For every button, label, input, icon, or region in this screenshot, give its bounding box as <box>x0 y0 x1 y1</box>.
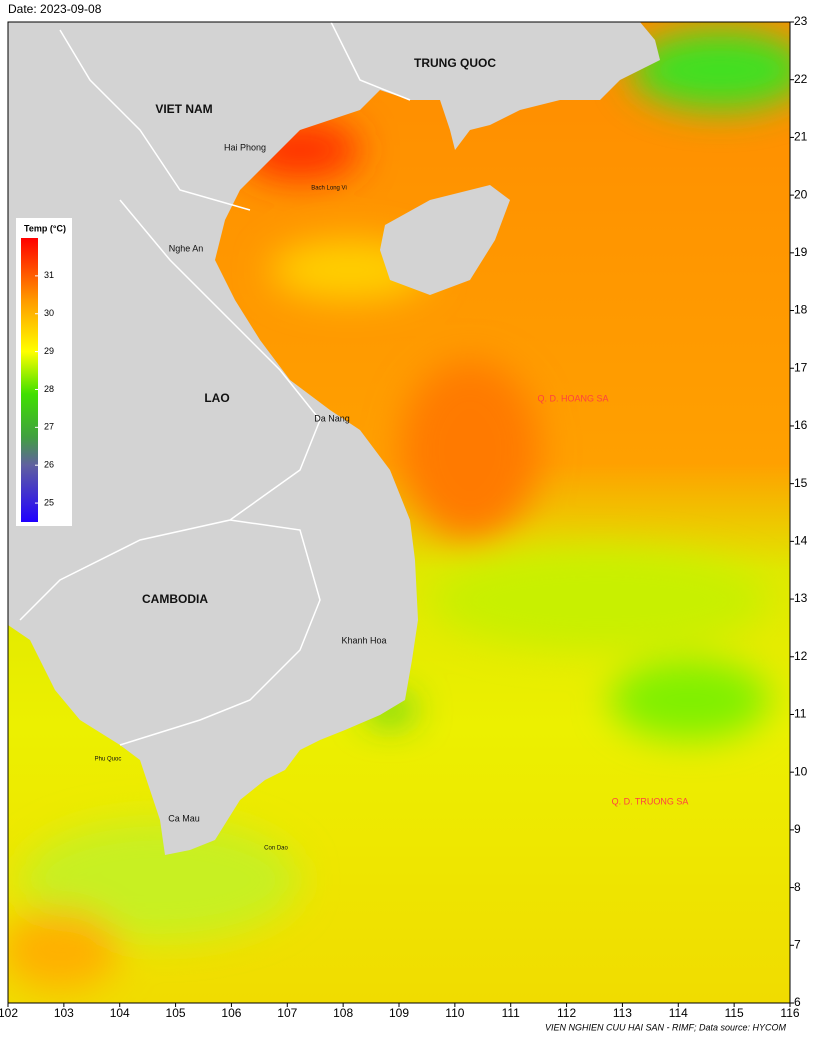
borders <box>19 22 411 746</box>
y-tick-label: 6 <box>794 995 801 1009</box>
place-label: Q. D. HOANG SA <box>537 393 608 403</box>
x-tick-label: 114 <box>669 1006 688 1020</box>
colorbar-tick-label: 25 <box>44 497 54 507</box>
x-tick-label: 108 <box>333 1006 353 1020</box>
x-tick-label: 107 <box>277 1006 297 1020</box>
y-tick-label: 23 <box>794 14 808 28</box>
colorbar <box>21 238 38 522</box>
y-tick-label: 20 <box>794 187 808 201</box>
x-tick-label: 116 <box>780 1006 799 1020</box>
y-tick-label: 14 <box>794 534 808 548</box>
colorbar-tick-label: 28 <box>44 384 54 394</box>
place-label: Hai Phong <box>224 142 266 152</box>
x-tick-label: 102 <box>0 1006 18 1020</box>
x-tick-label: 105 <box>166 1006 186 1020</box>
hainan <box>380 185 510 295</box>
credit: VIEN NGHIEN CUU HAI SAN - RIMF; Data sou… <box>545 1022 787 1032</box>
y-tick-label: 15 <box>794 476 808 490</box>
y-tick-label: 22 <box>794 72 808 86</box>
colorbar-tick-label: 26 <box>44 460 54 470</box>
x-tick-label: 115 <box>725 1006 744 1020</box>
colorbar-tick-label: 29 <box>44 346 54 356</box>
y-tick-label: 10 <box>794 764 808 778</box>
colorbar-title: Temp (°C) <box>24 223 66 233</box>
y-tick-label: 16 <box>794 418 808 432</box>
y-tick-label: 12 <box>794 649 808 663</box>
x-tick-label: 110 <box>445 1006 464 1020</box>
place-label: VIET NAM <box>155 102 212 116</box>
y-tick-label: 8 <box>794 880 801 894</box>
x-tick-label: 104 <box>110 1006 130 1020</box>
y-tick-label: 17 <box>794 360 808 374</box>
date: Date: 2023-09-08 <box>8 2 102 16</box>
place-label: LAO <box>204 391 229 405</box>
place-label: Phu Quoc <box>95 757 122 763</box>
place-label: Da Nang <box>314 413 350 423</box>
place-label: Khanh Hoa <box>341 635 386 645</box>
place-labels: TRUNG QUOC VIET NAM Hai Phong Bach Long … <box>95 56 689 851</box>
place-label: TRUNG QUOC <box>414 56 496 70</box>
colorbar-tick-label: 31 <box>44 270 54 280</box>
place-label: CAMBODIA <box>142 592 208 606</box>
place-label: Nghe An <box>169 243 204 253</box>
colorbar-tick-label: 27 <box>44 422 54 432</box>
colorbar-tick-label: 30 <box>44 308 54 318</box>
y-tick-label: 21 <box>794 130 808 144</box>
place-label: Bach Long Vi <box>311 186 347 192</box>
place-label: Con Dao <box>264 846 288 852</box>
y-tick-label: 19 <box>794 245 808 259</box>
x-tick-label: 103 <box>54 1006 74 1020</box>
y-tick-label: 9 <box>794 822 801 836</box>
place-label: Ca Mau <box>168 813 200 823</box>
x-tick-label: 113 <box>613 1006 632 1020</box>
place-label: Q. D. TRUONG SA <box>612 796 689 806</box>
x-tick-label: 111 <box>502 1006 521 1020</box>
y-tick-label: 13 <box>794 591 808 605</box>
x-tick-label: 106 <box>221 1006 241 1020</box>
y-tick-label: 18 <box>794 303 808 317</box>
y-tick-label: 11 <box>794 707 807 721</box>
land <box>8 22 660 855</box>
map-area <box>8 22 790 1003</box>
x-tick-label: 112 <box>557 1006 576 1020</box>
y-tick-label: 7 <box>794 937 801 951</box>
x-tick-label: 109 <box>389 1006 409 1020</box>
